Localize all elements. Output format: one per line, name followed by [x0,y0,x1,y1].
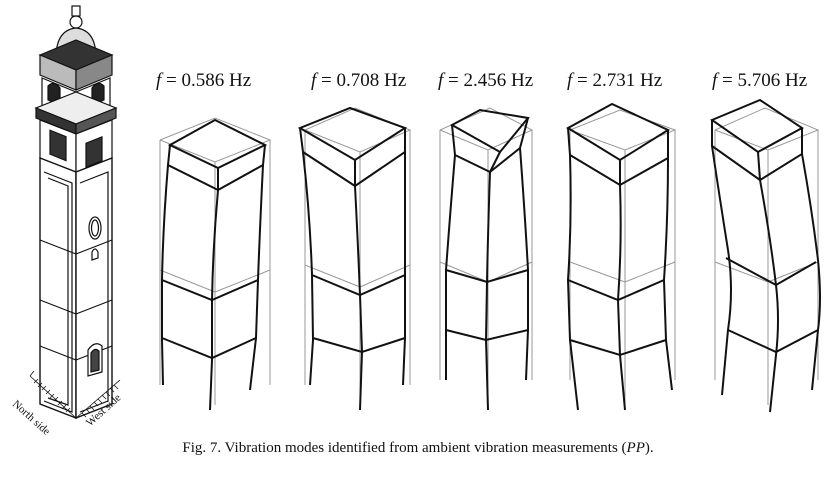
mode-shape-1 [159,117,272,411]
figure-caption: Fig. 7. Vibration modes identified from … [182,440,654,456]
north-side-scale [29,370,77,419]
mode-3-frequency: f = 2.456 Hz [438,70,534,91]
mode-shape-4 [566,102,677,411]
mode-1-frequency: f = 0.586 Hz [156,70,252,91]
mode-5-frequency: f = 5.706 Hz [712,70,808,91]
tower-finial-ball [69,15,83,29]
mode-4-frequency: f = 2.731 Hz [567,70,663,91]
tower-shaft-west [75,156,113,420]
mode-2-frequency: f = 0.708 Hz [311,70,407,91]
mode-shape-5 [709,98,821,413]
tower-shaft-north [39,156,77,420]
tower-drawing [29,5,121,420]
mode-shape-3 [439,107,534,411]
west-side-scale [75,379,121,419]
mode-shape-2 [297,106,412,411]
tower-finial [71,5,81,17]
